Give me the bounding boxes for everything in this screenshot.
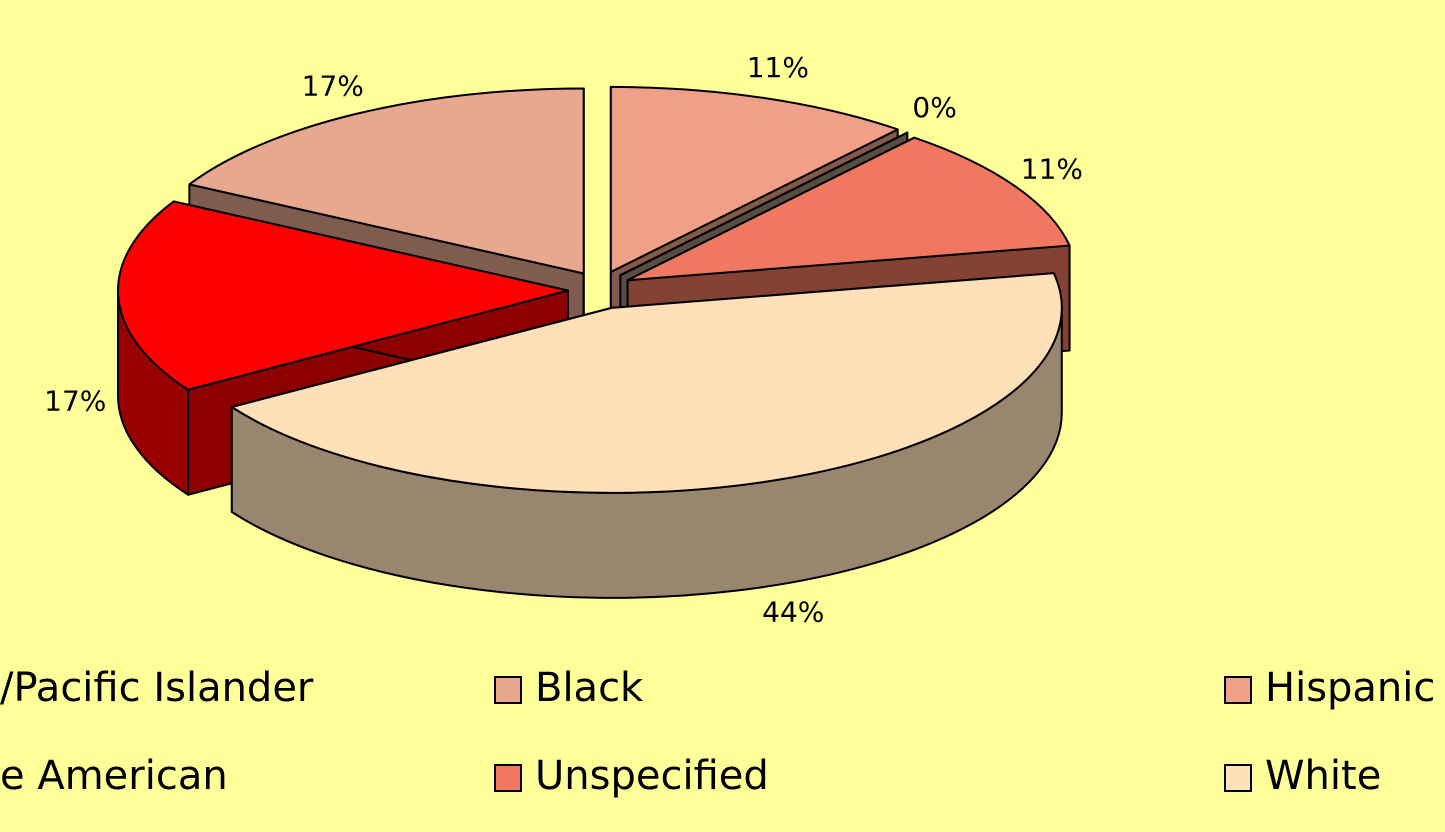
slice-top [619,131,909,277]
legend-label: /Pacific Islander [0,665,314,711]
legend-swatch [1224,676,1252,704]
data-label: 17% [44,384,106,417]
slice-top [188,87,585,275]
slice-top [626,136,1071,282]
legend-swatch [494,676,522,704]
legend-label: Hispanic [1265,665,1435,711]
legend-swatch [494,764,522,792]
data-label: 11% [1021,152,1083,185]
slice-top [230,272,1063,494]
slice [230,272,1063,599]
slice-top [609,85,899,273]
data-label: 0% [912,91,956,124]
legend-label: e American [0,753,228,799]
data-label: 11% [747,51,809,84]
legend-label: Black [535,665,644,711]
legend-swatch [1224,764,1252,792]
data-label: 44% [762,595,824,628]
data-label: 17% [302,70,364,103]
legend-label: Unspecified [535,753,769,799]
slice-top [117,200,570,391]
legend-label: White [1265,753,1381,799]
